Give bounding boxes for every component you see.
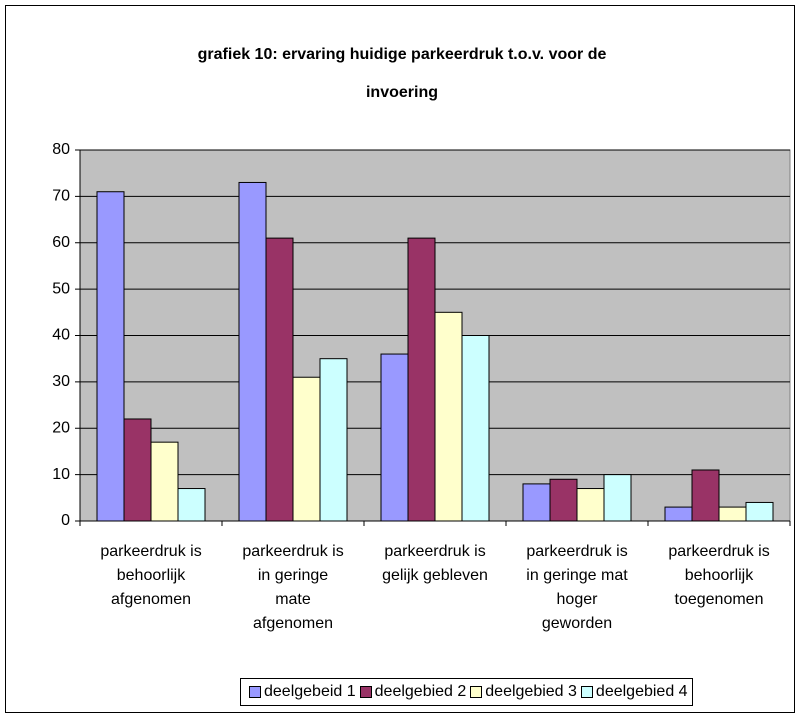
chart-title: grafiek 10: ervaring huidige parkeerdruk…	[197, 46, 607, 101]
x-tick-label: parkeerdruk is in geringe mat hoger gewo…	[526, 543, 628, 632]
bar	[150, 441, 179, 522]
bar	[461, 335, 490, 522]
bar	[292, 376, 321, 522]
y-tick-label: 40	[52, 327, 70, 344]
bar	[664, 506, 693, 522]
legend-swatch	[249, 686, 261, 698]
x-tick-label: parkeerdruk is behoorlijk toegenomen	[668, 543, 770, 608]
legend-label: deelgebeid 1	[264, 683, 356, 700]
bar	[380, 353, 409, 522]
bar	[576, 488, 605, 522]
y-tick-label: 30	[52, 373, 70, 390]
bar	[691, 469, 720, 522]
chart-border	[5, 5, 795, 713]
y-tick-label: 50	[52, 280, 70, 297]
y-tick-label: 70	[52, 188, 70, 205]
bar	[123, 418, 152, 522]
bar	[603, 474, 632, 522]
bar	[96, 191, 125, 522]
y-tick-label: 0	[61, 512, 70, 529]
bar	[522, 483, 551, 522]
legend: deelgebeid 1 deelgebied 2 deelgebied 3 deel…	[240, 678, 693, 706]
bar	[319, 358, 348, 522]
bar	[177, 488, 206, 522]
bar	[238, 181, 267, 522]
y-tick-label: 10	[52, 466, 70, 483]
legend-label: deelgebied 2	[374, 683, 467, 700]
legend-swatch	[470, 686, 483, 698]
bar	[549, 478, 578, 522]
bar	[745, 501, 774, 522]
x-tick-label: parkeerdruk is behoorlijk afgenomen	[100, 543, 202, 608]
x-tick-label: parkeerdruk is in geringe mate afgenomen	[242, 543, 344, 632]
y-tick-label: 20	[52, 419, 70, 436]
bar	[718, 506, 747, 522]
y-tick-label: 60	[52, 234, 70, 251]
legend-swatch	[359, 686, 372, 698]
legend-label: deelgebied 4	[595, 683, 688, 700]
x-tick-label: parkeerdruk is gelijk gebleven	[382, 543, 488, 584]
y-tick-label: 80	[52, 141, 70, 158]
bar	[434, 311, 463, 522]
legend-label: deelgebied 3	[485, 683, 577, 700]
bar	[407, 237, 436, 522]
bar	[265, 237, 294, 522]
legend-swatch	[580, 686, 593, 698]
